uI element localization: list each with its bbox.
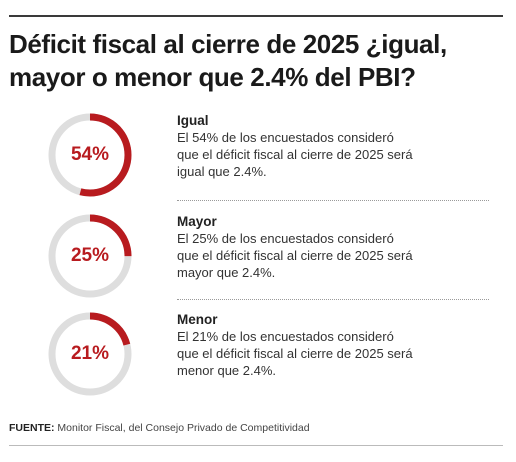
donut-arc-mayor: [48, 214, 132, 298]
donut-ring: 21%: [46, 310, 134, 398]
category-description-mayor: El 25% de los encuestados consideró que …: [177, 231, 413, 280]
title-line-2: mayor o menor que 2.4% del PBI?: [9, 62, 416, 92]
source-label: FUENTE:: [9, 422, 55, 434]
donut-svg: [48, 113, 132, 197]
divider: [177, 299, 489, 300]
bottom-rule: [9, 445, 503, 446]
donut-svg: [48, 312, 132, 396]
title-line-1: Déficit fiscal al cierre de 2025 ¿igual,: [9, 29, 447, 59]
divider: [177, 200, 489, 201]
donut-arc-igual: [48, 113, 132, 197]
category-text: Mayor El 25% de los encuestados consider…: [177, 214, 477, 281]
category-text: Menor El 21% de los encuestados consider…: [177, 312, 477, 379]
donut-arc-menor: [48, 312, 132, 396]
category-text: Igual El 54% de los encuestados consider…: [177, 113, 477, 180]
category-description-igual: El 54% de los encuestados consideró que …: [177, 130, 413, 179]
source-note: FUENTE: Monitor Fiscal, del Consejo Priv…: [9, 422, 509, 434]
value-label-igual: 54%: [70, 144, 110, 165]
top-rule: [9, 15, 503, 17]
value-label-mayor: 25%: [70, 245, 110, 266]
source-text: Monitor Fiscal, del Consejo Privado de C…: [57, 422, 310, 434]
donut-svg: [48, 214, 132, 298]
donut-ring: 54%: [46, 111, 134, 199]
category-label-mayor: Mayor: [177, 214, 217, 229]
value-label-menor: 21%: [70, 343, 110, 364]
category-label-menor: Menor: [177, 312, 218, 327]
category-label-igual: Igual: [177, 113, 209, 128]
donut-ring: 25%: [46, 212, 134, 300]
category-description-menor: El 21% de los encuestados consideró que …: [177, 329, 413, 378]
page-title: Déficit fiscal al cierre de 2025 ¿igual,…: [9, 28, 509, 94]
